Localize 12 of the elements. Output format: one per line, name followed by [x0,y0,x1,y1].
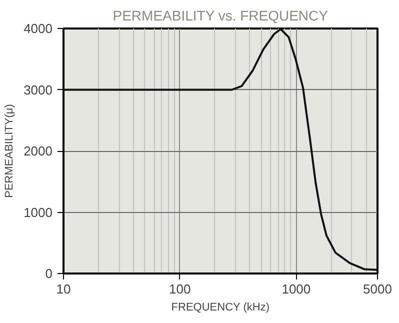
x-tick-label: 100 [168,282,191,296]
y-tick-label: 0 [45,266,53,281]
y-tick-label: 3000 [24,82,52,98]
x-axis-title: FREQUENCY (kHz) [171,302,270,314]
x-tick-label: 5000 [363,282,392,296]
y-tick-label: 2000 [24,144,52,158]
x-tick-label: 10 [56,282,71,296]
y-tick-label: 4000 [24,21,52,36]
chart-title: PERMEABILITY vs. FREQUENCY [112,8,329,24]
x-tick-label: 1000 [282,282,311,296]
y-tick-label: 1000 [24,204,52,220]
y-axis-title: PERMEABILITY(μ) [4,104,16,198]
